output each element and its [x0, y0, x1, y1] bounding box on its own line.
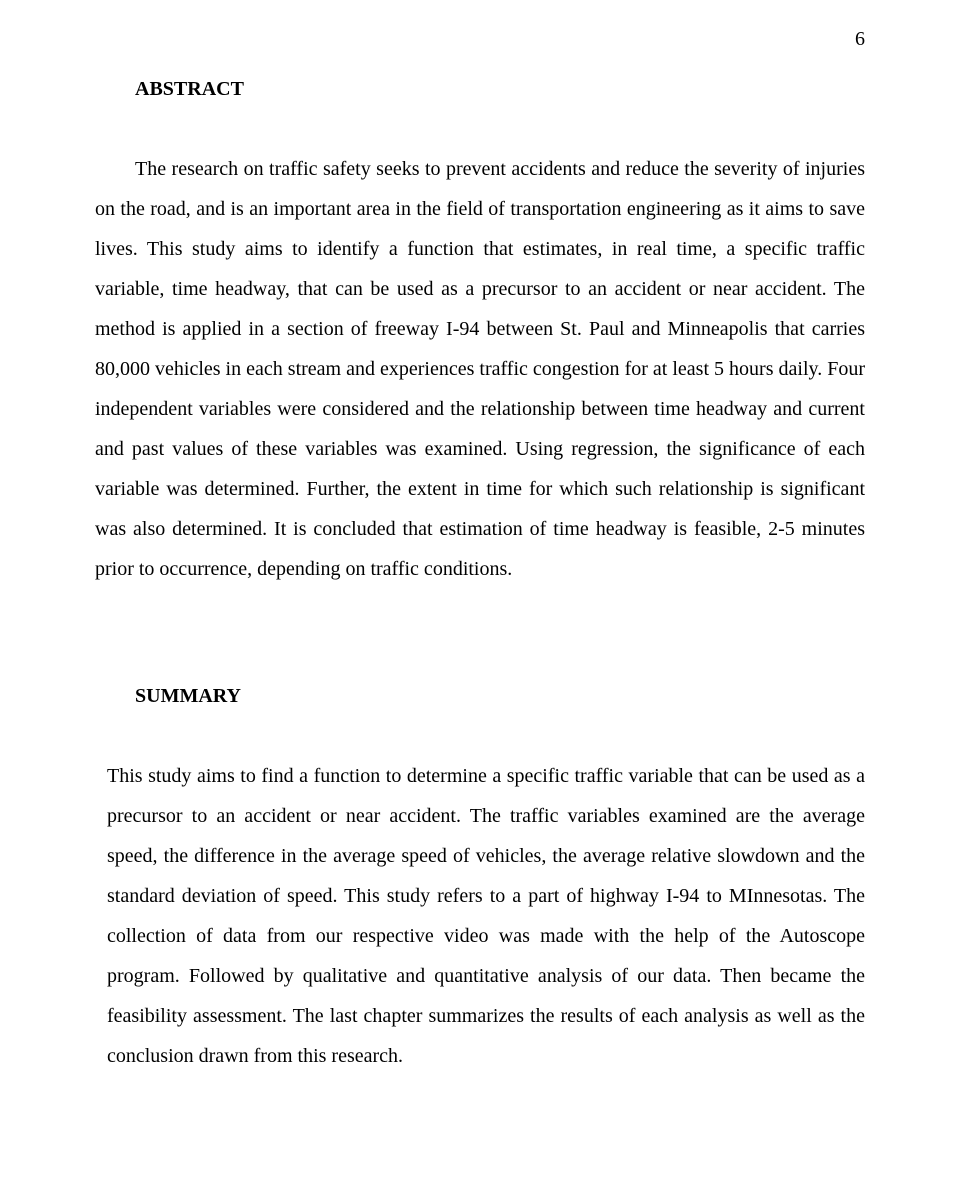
summary-heading: SUMMARY [95, 685, 865, 708]
abstract-body: The research on traffic safety seeks to … [95, 149, 865, 589]
abstract-heading: ABSTRACT [95, 78, 865, 101]
page: 6 ABSTRACT The research on traffic safet… [0, 0, 960, 1199]
page-number: 6 [855, 28, 865, 51]
summary-body: This study aims to find a function to de… [95, 756, 865, 1076]
